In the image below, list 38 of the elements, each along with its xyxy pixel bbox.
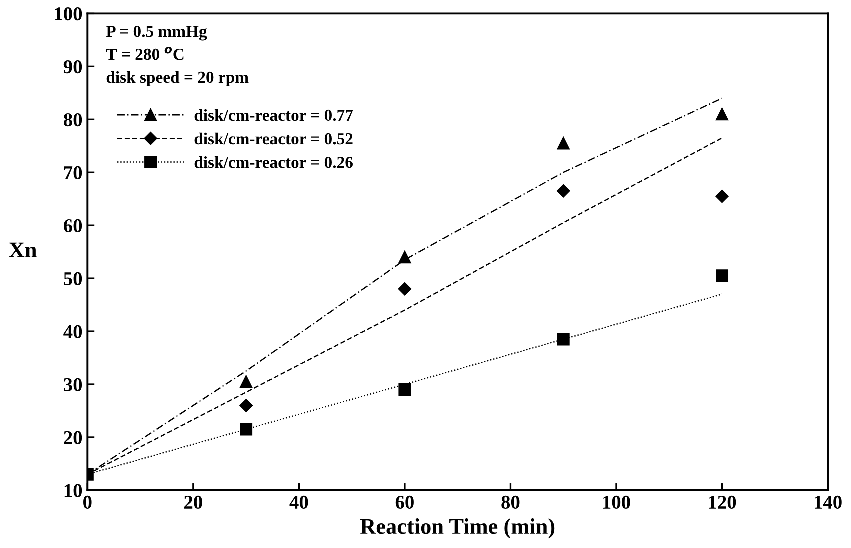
y-tick-label: 20 [64,431,82,444]
point [240,376,253,388]
x-tick-label: 80 [502,496,520,510]
annotation: T = 280 $^{o}$C [106,47,184,60]
x-axis-title: Reaction Time (min) [360,518,555,539]
x-tick-label: 40 [290,496,308,510]
annotation: P = 0.5 mmHg [106,26,208,41]
point [240,423,253,436]
point [240,399,253,412]
point [398,384,412,396]
y-tick-label: 60 [64,219,82,233]
point [716,270,729,282]
y-tick-label: 50 [64,272,82,286]
annotation: disk speed = 20 rpm [106,71,249,87]
y-tick-label: 80 [64,113,82,127]
point [557,137,570,150]
y-tick-label: 30 [64,378,82,392]
x-tick-label: 20 [184,496,202,510]
x-tick-label: 120 [709,496,736,510]
x-tick-label: 60 [396,496,414,510]
y-tick-label: 10 [64,484,82,498]
y-axis-title: Xn [9,242,37,258]
x-tick-label: 100 [603,496,630,510]
y-tick-label: 90 [64,60,82,74]
legend-label: disk/cm-reactor = 0.77 [194,109,354,122]
x-tick-label: 0 [84,496,92,510]
y-tick-label: 40 [64,325,82,338]
x-tick-label: 140 [815,496,842,510]
point [716,190,729,204]
y-tick-label: 100 [55,8,82,21]
point [557,184,570,198]
legend-label: disk/cm-reactor = 0.26 [194,156,353,168]
legend-label: disk/cm-reactor = 0.52 [194,132,353,145]
point [398,282,412,296]
y-tick-label: 70 [64,166,82,180]
point [398,251,412,264]
point [557,333,570,346]
point [716,108,729,121]
